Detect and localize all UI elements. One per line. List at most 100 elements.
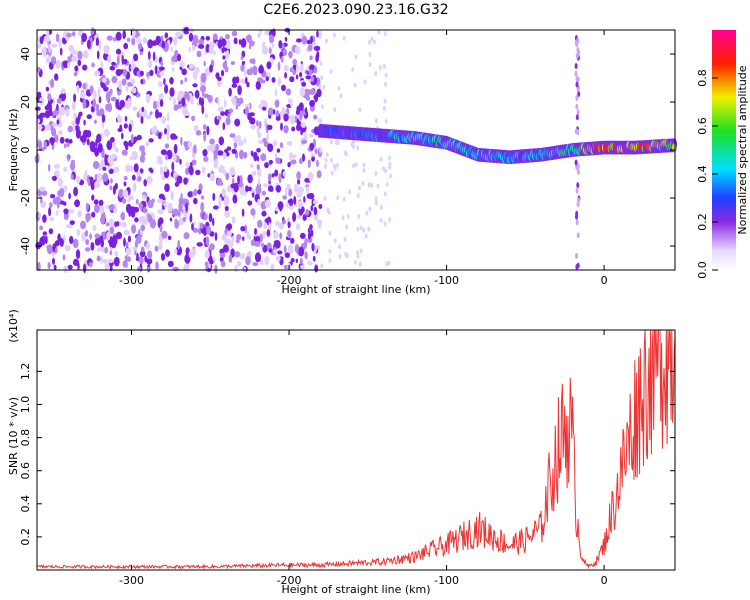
noise-speckle (294, 45, 301, 55)
noise-speckle (298, 102, 304, 111)
noise-speckle (160, 253, 166, 261)
noise-speckle (344, 151, 348, 157)
noise-speckle (179, 61, 185, 68)
noise-speckle (209, 259, 214, 265)
noise-speckle (90, 242, 95, 251)
noise-speckle (332, 163, 336, 169)
noise-speckle (67, 125, 74, 133)
noise-speckle (80, 135, 87, 143)
noise-speckle (94, 233, 101, 239)
noise-speckle (301, 81, 307, 87)
noise-speckle (149, 111, 153, 116)
noise-speckle (131, 224, 137, 234)
noise-speckle (307, 44, 313, 52)
noise-speckle (267, 107, 274, 116)
noise-speckle (299, 63, 304, 73)
noise-speckle (159, 166, 164, 176)
noise-speckle (244, 106, 249, 116)
noise-speckle (42, 231, 47, 236)
noise-speckle (138, 202, 143, 210)
noise-speckle (318, 84, 322, 90)
noise-speckle (240, 38, 247, 48)
noise-speckle (40, 235, 46, 246)
noise-speckle (230, 183, 236, 189)
noise-speckle (228, 108, 234, 113)
noise-speckle (74, 199, 80, 208)
noise-speckle (91, 62, 95, 68)
noise-speckle (62, 254, 66, 261)
noise-speckle (263, 183, 268, 188)
noise-speckle (225, 151, 230, 157)
noise-speckle (52, 122, 58, 128)
noise-speckle (109, 185, 113, 191)
noise-speckle (322, 84, 326, 90)
noise-speckle (94, 237, 101, 246)
noise-speckle (133, 136, 138, 142)
noise-speckle (147, 51, 151, 60)
noise-speckle (257, 167, 262, 178)
noise-speckle (231, 83, 238, 88)
noise-speckle (174, 218, 178, 226)
noise-speckle (271, 43, 275, 48)
noise-speckle (146, 176, 153, 184)
noise-speckle (296, 171, 301, 180)
noise-speckle (95, 103, 100, 112)
noise-speckle (56, 103, 59, 111)
noise-speckle (44, 235, 48, 244)
noise-speckle (112, 37, 118, 42)
noise-speckle (236, 234, 242, 241)
noise-speckle (171, 66, 175, 73)
noise-speckle (39, 36, 44, 45)
noise-speckle (317, 118, 323, 124)
noise-speckle (181, 97, 186, 107)
noise-speckle (63, 265, 68, 274)
noise-speckle (247, 200, 253, 206)
noise-speckle (209, 64, 213, 73)
noise-speckle (107, 258, 114, 264)
noise-speckle (234, 264, 238, 273)
noise-speckle (155, 109, 159, 119)
noise-speckle (198, 183, 203, 191)
noise-speckle (143, 216, 148, 226)
noise-speckle (142, 194, 146, 200)
noise-speckle (118, 80, 123, 91)
noise-speckle (342, 35, 346, 41)
noise-speckle (389, 173, 393, 179)
noise-speckle (304, 251, 308, 260)
noise-speckle (203, 60, 206, 67)
noise-speckle (368, 62, 372, 68)
noise-speckle (47, 93, 52, 102)
noise-speckle (136, 170, 142, 177)
noise-speckle (180, 79, 184, 85)
noise-speckle (174, 181, 180, 187)
noise-speckle (53, 163, 61, 169)
noise-speckle (277, 61, 281, 71)
noise-speckle (47, 164, 51, 172)
noise-speckle (140, 115, 144, 124)
noise-speckle (239, 253, 246, 260)
noise-speckle (59, 238, 64, 247)
noise-speckle (215, 143, 220, 152)
noise-speckle (171, 161, 175, 172)
noise-speckle (106, 35, 113, 41)
noise-speckle (286, 141, 293, 146)
noise-speckle (255, 185, 262, 195)
noise-speckle (173, 135, 178, 140)
spike-speckle (575, 81, 579, 88)
noise-speckle (85, 239, 90, 245)
noise-speckle (327, 210, 331, 215)
noise-speckle (190, 95, 194, 105)
noise-speckle (313, 45, 321, 52)
noise-speckle (101, 114, 106, 123)
noise-speckle (268, 47, 272, 55)
noise-speckle (207, 173, 210, 178)
noise-speckle (258, 121, 262, 129)
noise-speckle (164, 128, 167, 135)
noise-speckle (154, 245, 159, 252)
noise-speckle (121, 78, 127, 86)
noise-speckle (72, 238, 79, 249)
noise-speckle (324, 157, 328, 163)
noise-speckle (112, 141, 116, 149)
noise-speckle (124, 141, 129, 151)
noise-speckle (261, 190, 266, 196)
